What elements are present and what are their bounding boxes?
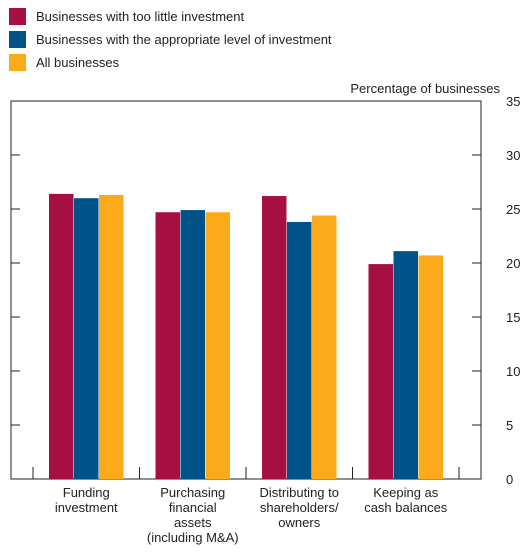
legend-swatch — [9, 8, 26, 25]
bar-1 — [368, 264, 393, 479]
bar-3 — [205, 212, 230, 480]
x-tick-label: Funding — [63, 485, 110, 500]
x-tick-label: (including M&A) — [147, 530, 239, 545]
legend-item-too-little: Businesses with too little investment — [9, 7, 332, 26]
y-tick-label: 25 — [506, 202, 520, 217]
legend: Businesses with too little investment Bu… — [9, 7, 332, 76]
bar-2 — [180, 210, 205, 479]
legend-swatch — [9, 54, 26, 71]
bar-3 — [99, 194, 124, 479]
legend-label: Businesses with the appropriate level of… — [36, 32, 332, 47]
x-tick-label: Keeping as — [373, 485, 439, 500]
y-tick-label: 15 — [506, 310, 520, 325]
x-tick-label: investment — [55, 500, 118, 515]
x-tick-label: assets — [174, 515, 212, 530]
x-tick-label: cash balances — [364, 500, 448, 515]
x-tick-label: Purchasing — [160, 485, 225, 500]
bar-1 — [49, 193, 74, 479]
x-tick-label: Distributing to — [260, 485, 339, 500]
x-tick-label: owners — [278, 515, 320, 530]
y-tick-label: 5 — [506, 418, 513, 433]
bar-1 — [155, 212, 180, 480]
y-tick-label: 0 — [506, 472, 513, 487]
bar-2 — [74, 198, 99, 479]
x-tick-label: shareholders/ — [260, 500, 339, 515]
y-tick-label: 30 — [506, 148, 520, 163]
legend-label: All businesses — [36, 55, 120, 70]
y-tick-label: 10 — [506, 364, 520, 379]
y-tick-label: 20 — [506, 256, 520, 271]
bar-1 — [262, 196, 287, 480]
legend-item-all: All businesses — [9, 53, 332, 72]
x-tick-label: financial — [169, 500, 217, 515]
bar-3 — [312, 215, 337, 480]
bar-3 — [418, 255, 443, 479]
legend-label: Businesses with too little investment — [36, 9, 245, 24]
bar-2 — [393, 251, 418, 479]
bar-2 — [287, 221, 312, 479]
legend-item-appropriate: Businesses with the appropriate level of… — [9, 30, 332, 49]
y-tick-label: 35 — [506, 94, 520, 109]
legend-swatch — [9, 31, 26, 48]
y-axis-label: Percentage of businesses — [350, 81, 500, 96]
